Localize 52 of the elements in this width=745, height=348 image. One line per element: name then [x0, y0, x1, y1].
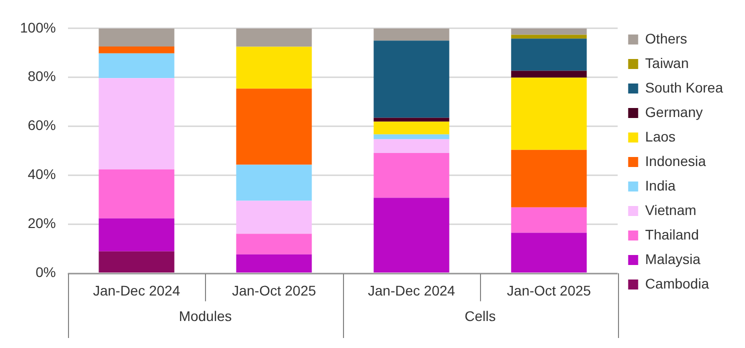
y-tick-label: 40%: [28, 166, 56, 182]
bar: [374, 134, 450, 140]
bar: [236, 28, 312, 47]
y-tick-label: 20%: [28, 215, 56, 232]
legend-label: South Korea: [645, 79, 724, 96]
legend-label: Malaysia: [645, 250, 701, 267]
text: Modules: [178, 308, 232, 324]
text: Cells: [464, 308, 496, 324]
bar: [236, 46, 312, 89]
bar: [511, 38, 587, 71]
bar: [98, 251, 174, 272]
y-tick-label: 60%: [28, 117, 56, 134]
legend-label: Taiwan: [645, 54, 689, 71]
bar: [374, 28, 450, 41]
legend-label: Thailand: [645, 226, 699, 242]
bar: [374, 118, 450, 122]
bar: [98, 28, 174, 47]
bar: [374, 153, 450, 198]
legend-label: Laos: [645, 128, 676, 144]
x-tick-label: Jan-Dec 2024: [92, 282, 180, 298]
legend-label: India: [645, 177, 676, 194]
legend-label: Cambodia: [645, 275, 710, 292]
legend-label: Vietnam: [645, 202, 696, 218]
y-tick-label: 100%: [20, 19, 56, 36]
bar: [236, 88, 312, 165]
x-tick-label: Jan-Oct 2025: [506, 282, 592, 298]
bar: [374, 198, 450, 272]
bar: [511, 70, 587, 78]
legend-label: Germany: [645, 104, 703, 120]
bar: [511, 232, 587, 272]
legend-label: Others: [645, 30, 688, 46]
y-tick-label: 0%: [36, 264, 56, 280]
bar: [98, 78, 174, 170]
bar: [511, 28, 587, 35]
bar: [236, 254, 312, 272]
bar: [98, 53, 174, 78]
bar: [511, 78, 587, 150]
bar: [236, 234, 312, 254]
bar: [236, 200, 312, 234]
x-tick-label: Jan-Dec 2024: [368, 282, 456, 298]
bar: [98, 46, 174, 54]
bar: [374, 122, 450, 134]
x-tick-label: Jan-Oct 2025: [232, 282, 316, 298]
bar: [236, 164, 312, 201]
bar: [98, 218, 174, 252]
bar: [98, 169, 174, 218]
bar: [511, 150, 587, 208]
bar: [374, 40, 450, 118]
legend-label: Indonesia: [645, 152, 706, 169]
y-tick-label: 80%: [28, 68, 56, 84]
bar: [511, 207, 587, 233]
bar: [374, 139, 450, 154]
